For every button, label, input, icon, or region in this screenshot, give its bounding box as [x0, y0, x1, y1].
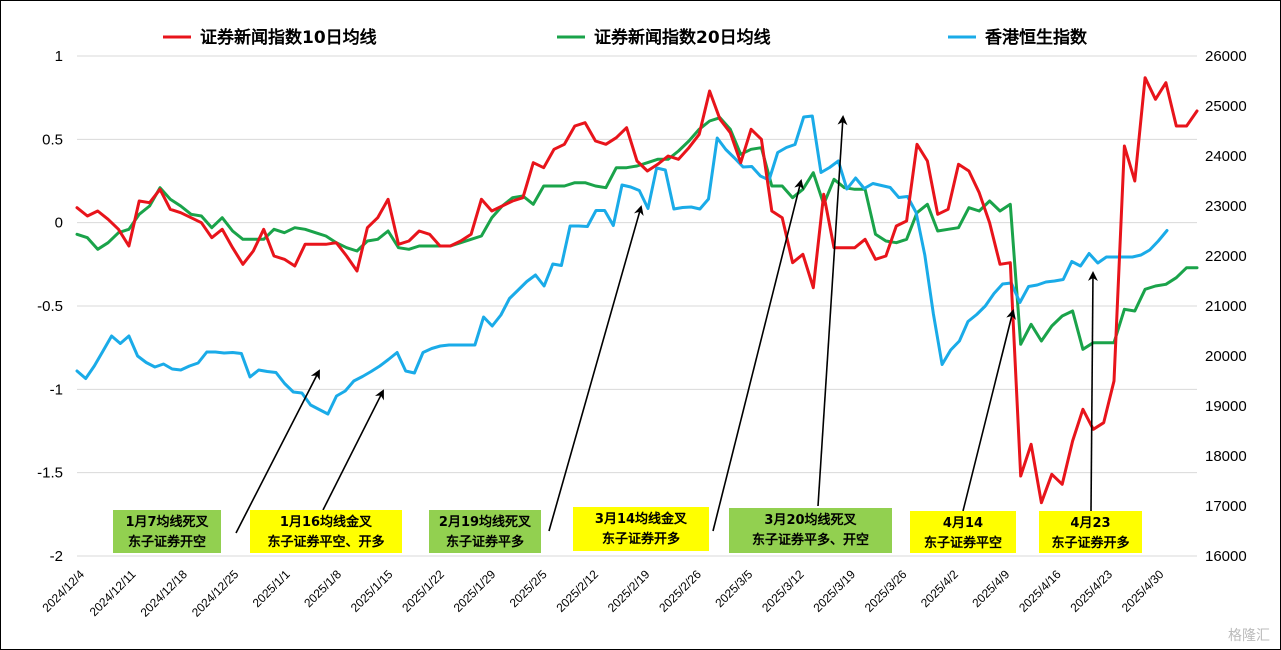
- grid-lines: [77, 55, 1197, 557]
- legend-label: 证券新闻指数20日均线: [594, 27, 771, 48]
- annotation-box: 4月23 东子证券开多: [1039, 511, 1142, 553]
- annotation-line-1: 3月14均线金叉: [594, 512, 688, 527]
- right-y-tick-label: 19000: [1205, 398, 1247, 415]
- x-tick-label: 2025/2/5: [507, 567, 550, 610]
- x-tick-label: 2025/2/26: [656, 567, 704, 615]
- annotation-line-1: 4月23: [1070, 516, 1111, 531]
- x-tick-label: 2024/12/4: [39, 567, 87, 615]
- x-axis: 2024/12/4 2024/12/11 2024/12/18 2024/12/25 2…: [39, 567, 1166, 620]
- right-y-tick-label: 23000: [1205, 198, 1247, 215]
- annotation-line-1: 4月14: [942, 516, 984, 531]
- legend-label: 证券新闻指数10日均线: [200, 27, 377, 48]
- annotation-line-2: 东子证券平空、开多: [267, 535, 385, 550]
- x-tick-label: 2025/4/30: [1119, 567, 1167, 615]
- annotation-line-2: 东子证券平多、开空: [751, 533, 869, 548]
- annotation-arrow: [235, 369, 320, 534]
- annotation-line-2: 东子证券开空: [127, 535, 206, 550]
- legend-label: 香港恒生指数: [985, 27, 1088, 48]
- x-tick-label: 2025/3/19: [810, 567, 858, 615]
- annotation-arrow: [962, 309, 1016, 512]
- x-tick-label: 2025/4/16: [1016, 567, 1064, 615]
- x-tick-label: 2025/1/15: [348, 567, 396, 615]
- series-line-0: [75, 76, 1199, 505]
- annotation-line-1: 1月16均线金叉: [279, 515, 373, 530]
- x-tick-label: 2025/4/23: [1067, 567, 1115, 615]
- x-tick-label: 2025/4/9: [969, 567, 1012, 610]
- series-line-2: [75, 114, 1169, 416]
- annotation-line-1: 1月7均线死叉: [125, 515, 209, 530]
- x-tick-label: 2024/12/18: [138, 567, 191, 620]
- annotation-box: 4月14 东子证券平空: [910, 511, 1016, 553]
- x-tick-label: 2025/1/1: [250, 567, 293, 610]
- right-y-tick-label: 18000: [1205, 448, 1247, 465]
- annotation-arrow: [817, 115, 848, 507]
- annotation-box: 3月14均线金叉 东子证券开多: [573, 507, 709, 551]
- annotation-arrows: [235, 115, 1098, 534]
- annotation-line-2: 东子证券开多: [1051, 536, 1130, 551]
- x-tick-label: 2025/4/2: [918, 567, 961, 610]
- left-y-axis: 1 0.5 0 -0.5 -1 -1.5 -2: [37, 48, 63, 565]
- annotation-arrow: [548, 205, 644, 532]
- x-tick-label: 2025/2/12: [553, 567, 601, 615]
- x-tick-label: 2025/1/29: [451, 567, 499, 615]
- annotation-line-1: 2月19均线死叉: [438, 515, 532, 530]
- left-y-tick-label: 0.5: [42, 131, 63, 148]
- x-tick-label: 2024/12/25: [189, 567, 242, 620]
- left-y-tick-label: -2: [50, 548, 63, 565]
- series-lines: [75, 76, 1199, 505]
- x-tick-label: 2025/1/22: [399, 567, 447, 615]
- right-y-tick-label: 25000: [1205, 98, 1247, 115]
- left-y-tick-label: -0.5: [37, 298, 63, 315]
- left-y-tick-label: -1: [50, 381, 63, 398]
- series-line-1: [75, 116, 1199, 351]
- watermark: 格隆汇: [1228, 628, 1270, 644]
- x-tick-label: 2025/3/5: [712, 567, 755, 610]
- legend: 证券新闻指数10日均线 证券新闻指数20日均线 香港恒生指数: [163, 27, 1088, 48]
- right-y-tick-label: 17000: [1205, 498, 1247, 515]
- right-y-tick-label: 26000: [1205, 48, 1247, 65]
- x-tick-label: 2025/3/12: [759, 567, 807, 615]
- annotation-box: 1月7均线死叉 东子证券开空: [113, 510, 221, 553]
- annotation-arrow: [712, 179, 804, 532]
- annotation-box: 2月19均线死叉 东子证券平多: [429, 510, 541, 553]
- x-tick-label: 2025/3/26: [862, 567, 910, 615]
- annotation-box: 3月20均线死叉 东子证券平多、开空: [729, 508, 892, 553]
- annotation-arrow: [1087, 271, 1098, 512]
- x-tick-label: 2025/2/19: [605, 567, 653, 615]
- right-y-tick-label: 24000: [1205, 148, 1247, 165]
- left-y-tick-label: 0: [55, 215, 63, 232]
- right-y-tick-label: 20000: [1205, 348, 1247, 365]
- right-y-axis: 26000 25000 24000 23000 22000 21000 20000 19000…: [1205, 48, 1247, 565]
- annotation-line-2: 东子证券平空: [923, 536, 1002, 551]
- right-y-tick-label: 21000: [1205, 298, 1247, 315]
- annotation-box: 1月16均线金叉 东子证券平空、开多: [250, 510, 402, 553]
- left-y-tick-label: 1: [55, 48, 63, 65]
- annotation-arrow: [322, 389, 384, 511]
- annotation-line-2: 东子证券开多: [601, 532, 680, 547]
- right-y-tick-label: 22000: [1205, 248, 1247, 265]
- left-y-tick-label: -1.5: [37, 465, 63, 482]
- right-y-tick-label: 16000: [1205, 548, 1247, 565]
- x-tick-label: 2024/12/11: [87, 567, 139, 619]
- x-tick-label: 2025/1/8: [301, 567, 344, 610]
- annotation-line-2: 东子证券平多: [445, 535, 524, 550]
- annotation-line-1: 3月20均线死叉: [764, 513, 857, 528]
